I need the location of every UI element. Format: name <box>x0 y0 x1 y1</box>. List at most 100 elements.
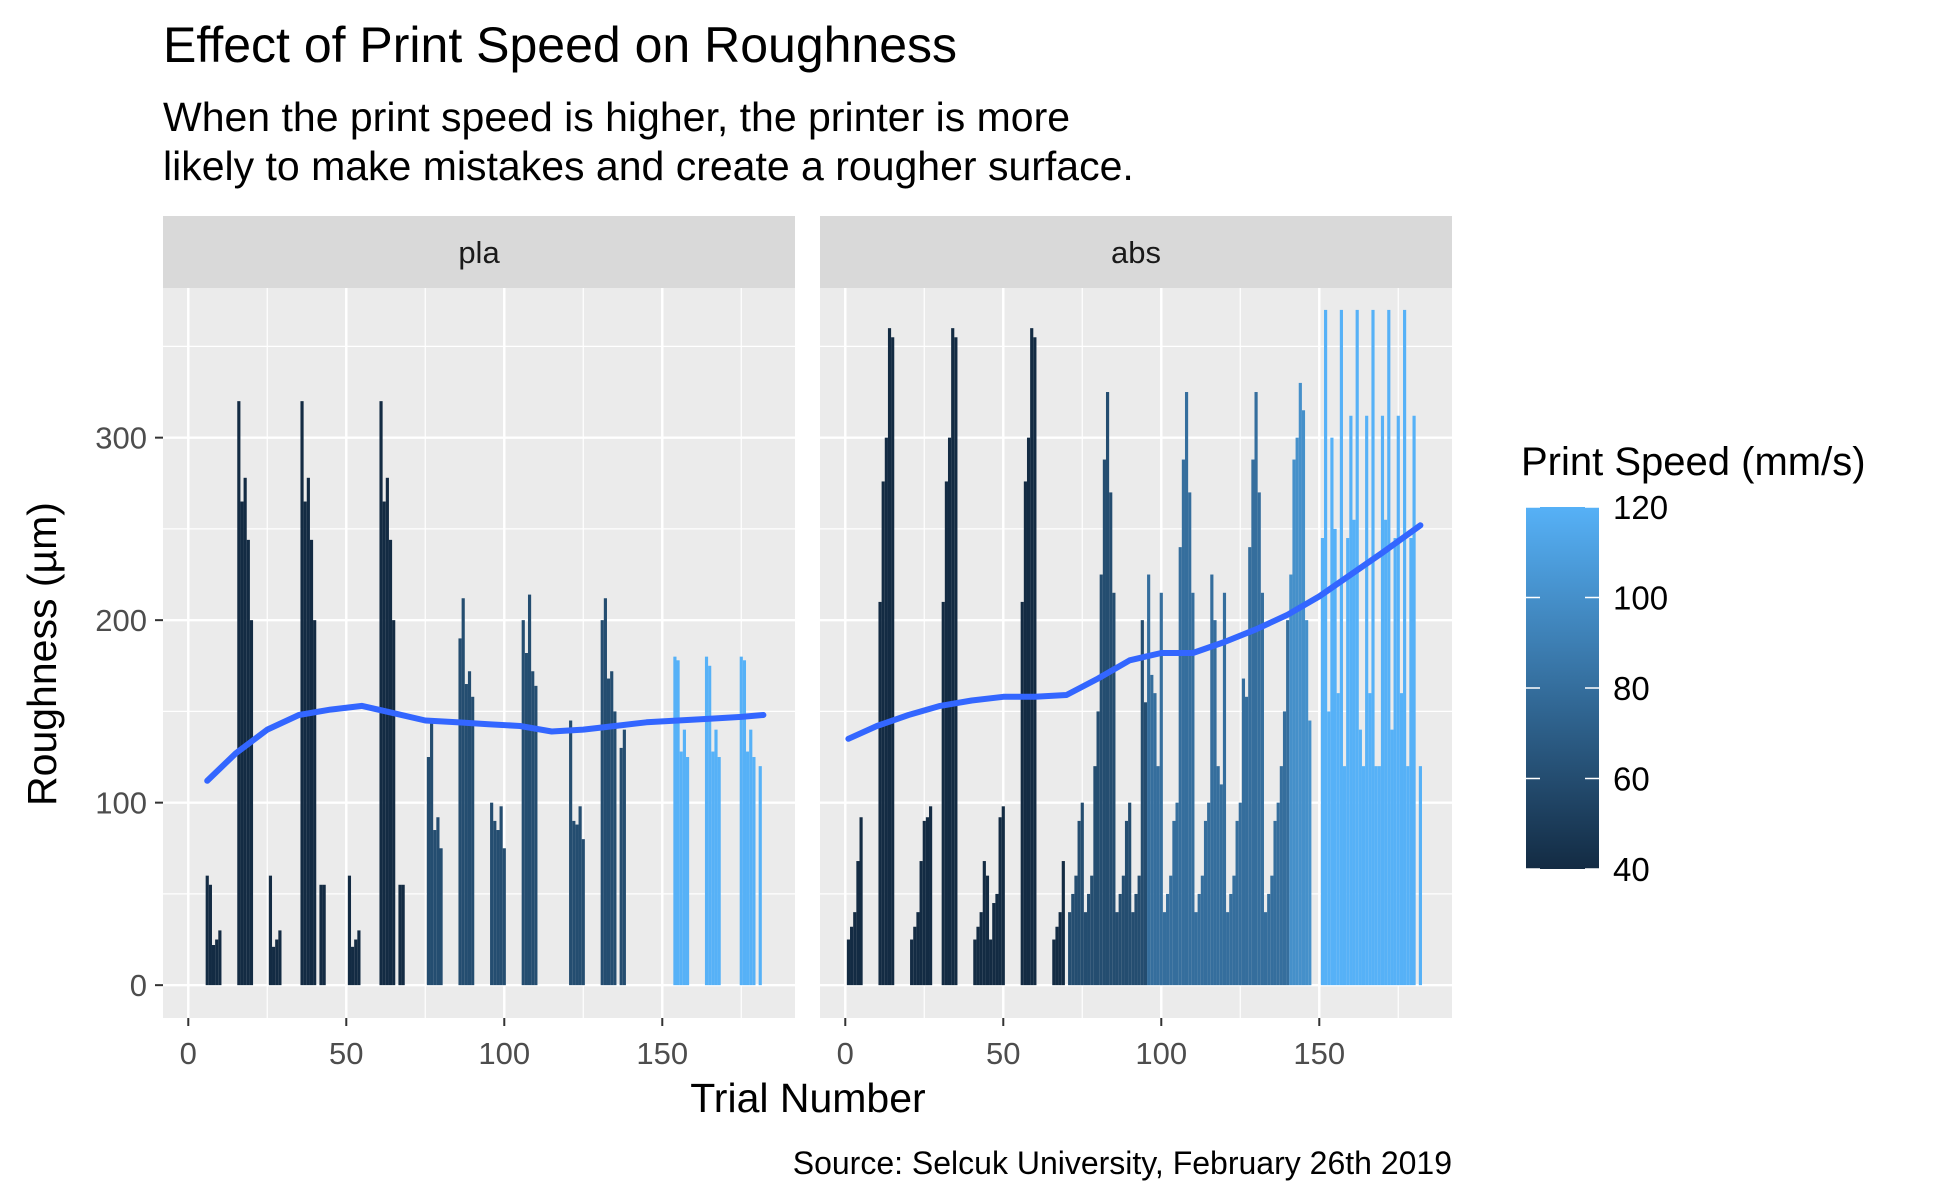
bar <box>357 930 361 986</box>
bar <box>1222 592 1227 986</box>
bar <box>1030 328 1034 986</box>
bars-pla <box>205 401 762 986</box>
bar <box>1071 893 1075 986</box>
chart-subtitle-line-2: likely to make mistakes and create a rou… <box>163 143 1134 189</box>
bar <box>929 806 933 986</box>
bar <box>704 656 709 986</box>
bar <box>1061 861 1065 986</box>
bar <box>1216 766 1220 986</box>
facet-label-pla: pla <box>458 235 500 270</box>
bar <box>436 817 440 986</box>
bar <box>578 806 582 986</box>
y-axis: 0 100 200 300 <box>95 421 163 1003</box>
y-tick-label: 100 <box>95 786 147 821</box>
legend-tick-label: 100 <box>1613 580 1668 617</box>
bar <box>385 477 389 986</box>
bar <box>1418 766 1422 986</box>
bar <box>205 875 209 986</box>
bar <box>1052 939 1056 986</box>
bar <box>613 711 617 986</box>
bar <box>1260 592 1264 986</box>
bar <box>1245 696 1249 986</box>
bar <box>303 501 307 986</box>
bar <box>982 861 986 986</box>
bar <box>1226 912 1230 986</box>
bar <box>739 656 743 986</box>
bar <box>1374 766 1378 986</box>
bar <box>499 806 503 986</box>
bar <box>354 939 358 986</box>
bar <box>853 912 857 986</box>
bar <box>1412 415 1416 986</box>
bar <box>569 720 573 986</box>
bar <box>439 848 443 986</box>
bar <box>1134 893 1138 986</box>
bar <box>859 817 863 986</box>
bar <box>1355 309 1359 986</box>
legend-tick-label: 80 <box>1613 670 1650 707</box>
bar <box>392 620 396 986</box>
bar <box>749 729 753 986</box>
y-axis-title: Roughness (µm) <box>19 502 65 806</box>
bar <box>856 861 860 986</box>
bar <box>679 751 683 986</box>
bar <box>1371 309 1375 986</box>
bar <box>208 884 212 986</box>
bar <box>496 830 500 986</box>
bar <box>714 729 718 986</box>
bar <box>575 824 579 986</box>
bar <box>347 875 352 986</box>
bar <box>947 437 952 986</box>
bar <box>1409 538 1413 986</box>
chart-subtitle-line-1: When the print speed is higher, the prin… <box>163 94 1070 140</box>
bar <box>1292 459 1296 986</box>
bar <box>1390 729 1394 986</box>
bar <box>685 757 690 986</box>
bar <box>1282 711 1287 986</box>
y-tick-label: 0 <box>130 968 147 1003</box>
bar <box>884 437 888 986</box>
bar <box>1175 802 1179 986</box>
bar <box>1197 893 1201 986</box>
bar <box>1251 459 1255 986</box>
bar <box>300 401 304 986</box>
bar <box>388 539 393 986</box>
bar <box>1399 693 1404 986</box>
bar <box>1112 592 1116 986</box>
bar <box>1349 415 1353 986</box>
bar <box>1396 415 1400 986</box>
bar <box>572 820 576 986</box>
bar <box>891 337 895 986</box>
bar <box>606 678 611 986</box>
bar <box>1352 519 1356 986</box>
bar <box>1320 538 1325 986</box>
bar <box>944 481 948 986</box>
bar <box>1188 492 1192 986</box>
bar <box>1169 875 1173 986</box>
bar <box>976 926 980 986</box>
y-tick-label: 300 <box>95 421 147 456</box>
bar <box>527 594 532 986</box>
bar <box>1184 392 1189 986</box>
bar <box>1308 720 1312 986</box>
bar <box>998 817 1002 986</box>
bar <box>1203 820 1208 986</box>
bar <box>1324 309 1328 986</box>
bar <box>1150 674 1154 986</box>
bar <box>464 684 468 986</box>
bar <box>717 757 721 986</box>
x-tick-label: 50 <box>986 1036 1020 1071</box>
bar <box>1194 912 1198 986</box>
bar <box>1090 875 1094 986</box>
facet-strip-abs <box>820 216 1452 288</box>
bar <box>1055 926 1059 986</box>
bar <box>913 926 917 986</box>
bar <box>1118 893 1122 986</box>
bar <box>1305 620 1309 986</box>
bar <box>979 912 983 986</box>
legend-title: Print Speed (mm/s) <box>1521 440 1866 484</box>
bar <box>610 671 614 986</box>
bar <box>433 830 437 986</box>
x-tick-label: 0 <box>180 1036 197 1071</box>
bar <box>278 930 282 986</box>
